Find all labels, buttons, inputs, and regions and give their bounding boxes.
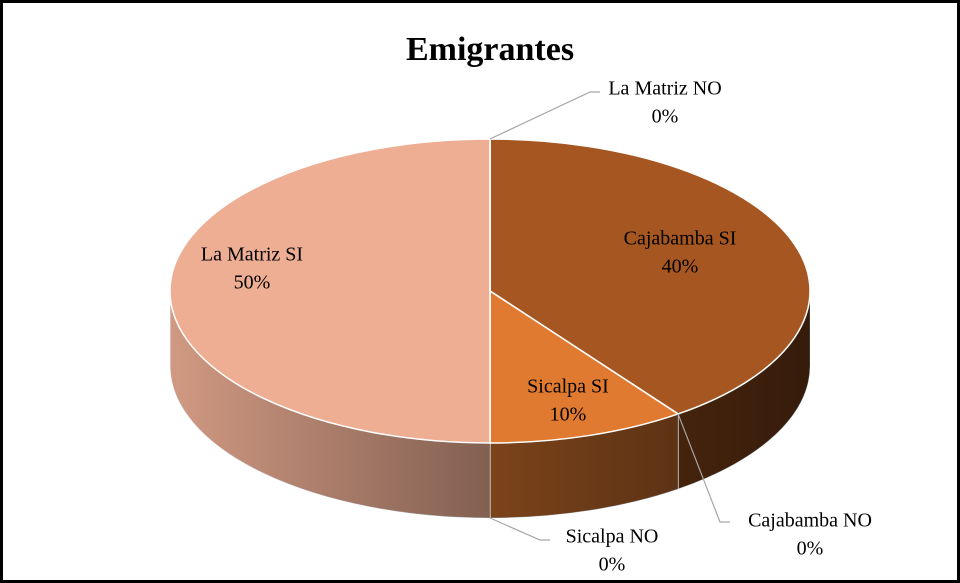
slice-label: Cajabamba NO: [748, 510, 872, 532]
slice-value-label: 50%: [234, 272, 271, 294]
pie-slice: [169, 138, 491, 444]
slice-label: Sicalpa SI: [527, 376, 609, 398]
leader-line: [489, 91, 600, 140]
slice-label: Sicalpa NO: [566, 526, 659, 548]
slice-label: La Matriz SI: [201, 244, 303, 266]
pie-slice: [489, 289, 680, 444]
leader-line: [489, 517, 550, 541]
slice-value-label: 0%: [599, 554, 626, 576]
pie-side-shade: [170, 291, 490, 518]
pie-side-shade: [678, 291, 810, 489]
chart-title: Emigrantes: [406, 31, 574, 68]
leader-line: [677, 413, 730, 523]
pie-slice: [489, 138, 811, 415]
slice-label: Cajabamba SI: [624, 228, 737, 250]
slice-value-label: 0%: [652, 106, 679, 128]
slice-label: La Matriz NO: [608, 78, 721, 100]
pie-side-shade: [490, 413, 679, 518]
slice-value-label: 0%: [797, 538, 824, 560]
slice-value-label: 40%: [662, 256, 699, 278]
slice-value-label: 10%: [550, 404, 587, 426]
